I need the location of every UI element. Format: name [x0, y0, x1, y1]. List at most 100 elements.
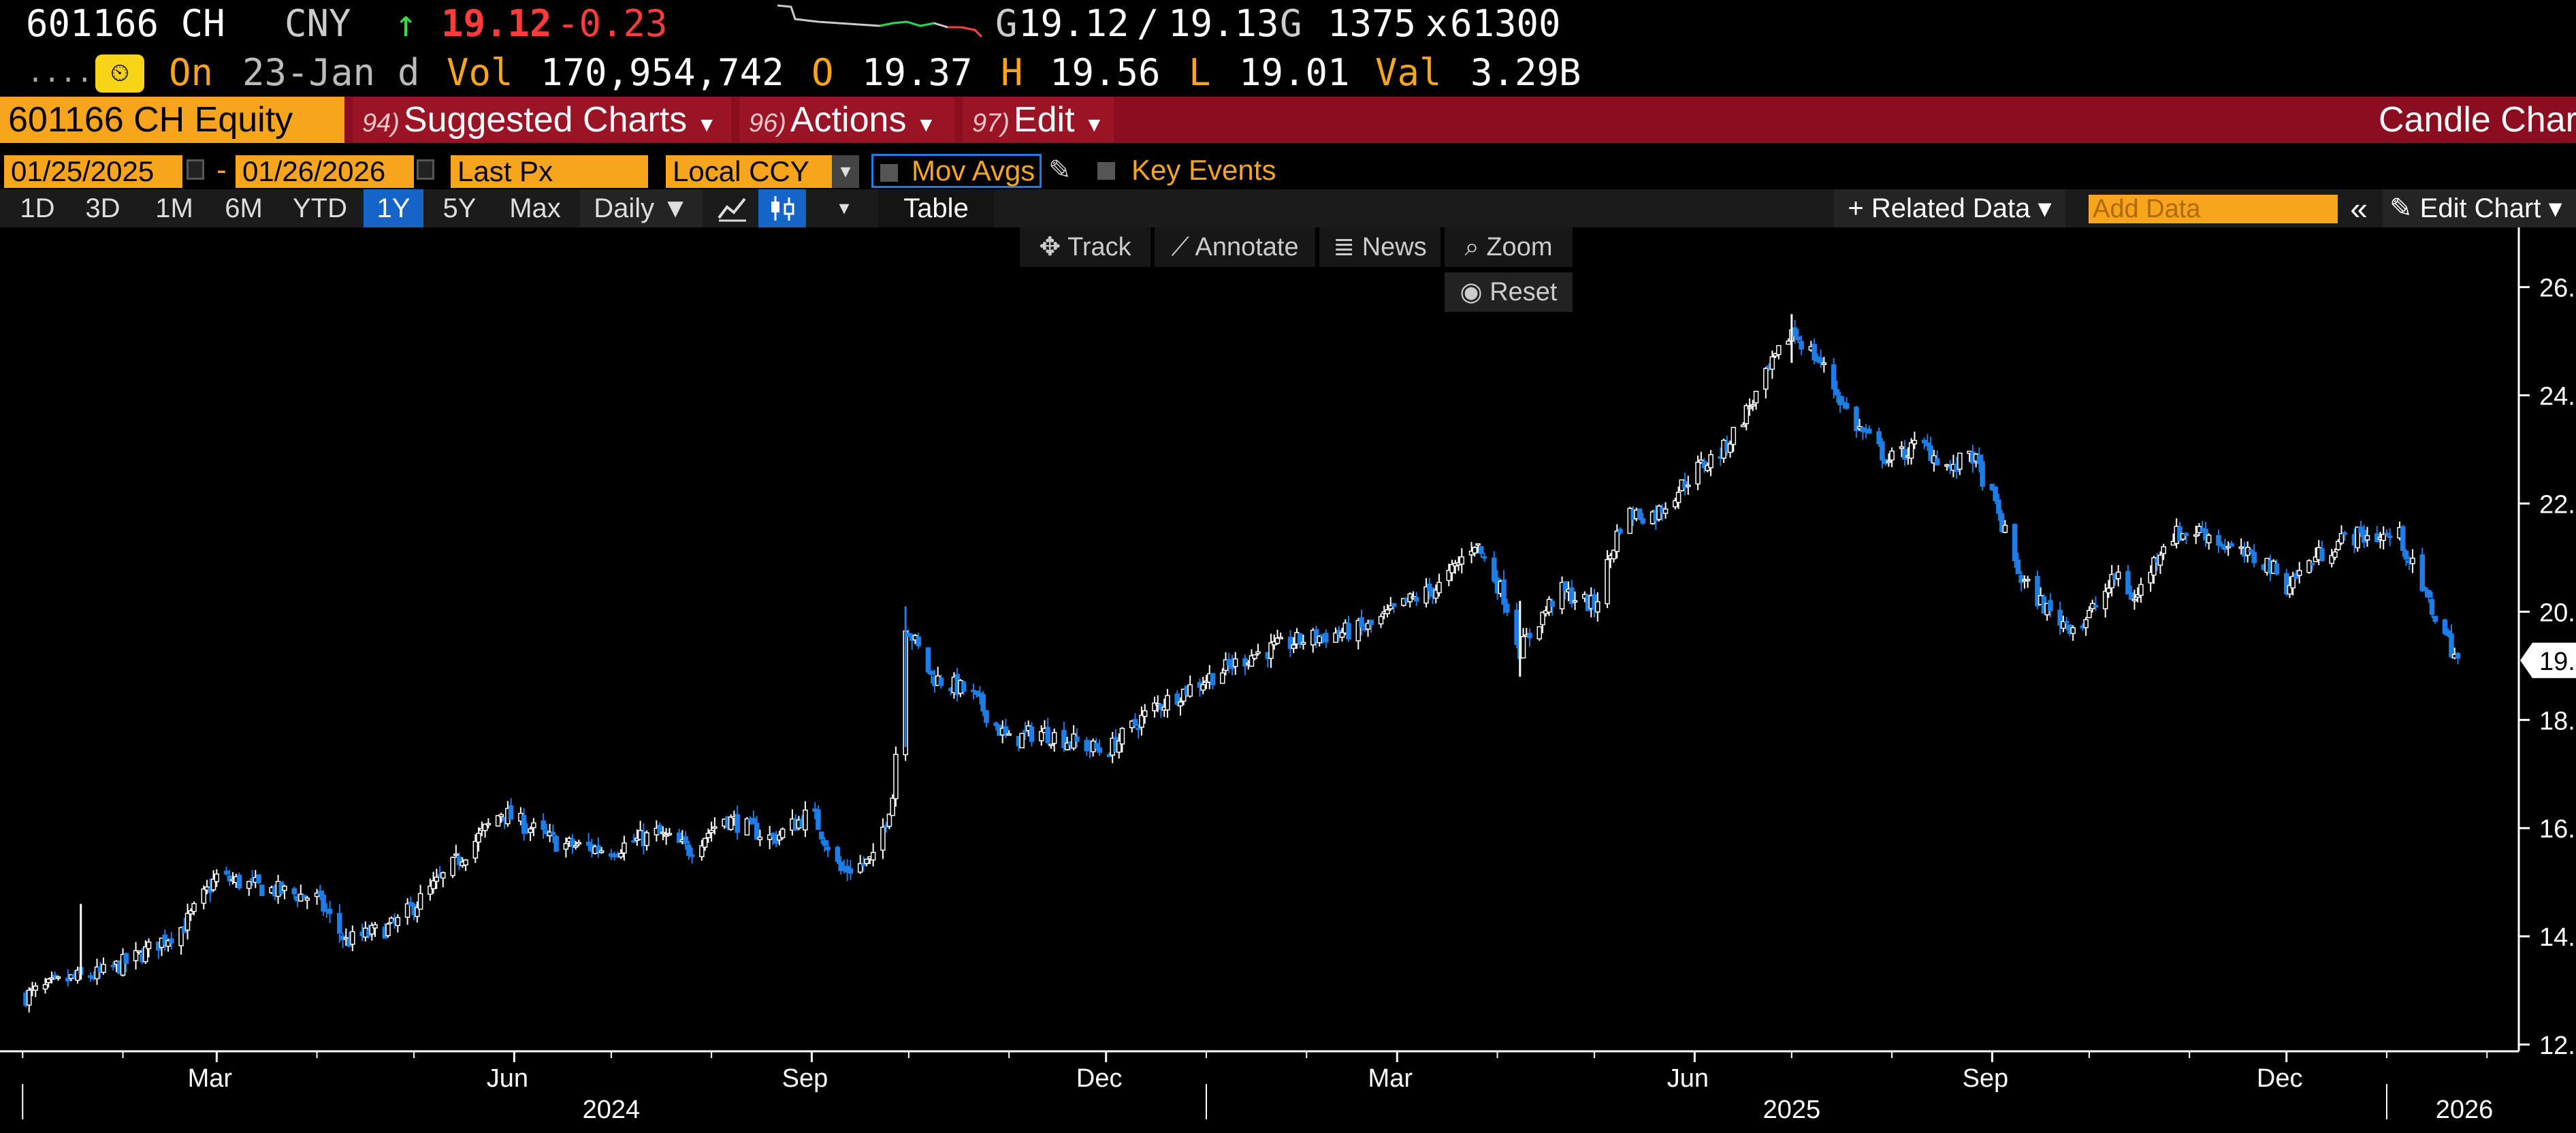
collapse-icon[interactable]: « — [2350, 191, 2368, 226]
candle-body — [1769, 356, 1775, 370]
candle-body — [1346, 622, 1351, 640]
on-label: On — [169, 51, 214, 94]
related-data-button[interactable]: + Related Data ▾ — [1834, 189, 2065, 227]
candle-body — [1831, 364, 1837, 389]
add-data-input[interactable] — [2089, 195, 2338, 223]
candle-body — [1475, 543, 1481, 546]
chart-style-dropdown-icon[interactable]: ▾ — [839, 197, 850, 219]
candle-body — [1006, 733, 1012, 736]
speedometer-icon[interactable]: ⏲ — [95, 54, 144, 93]
range-3d[interactable]: 3D — [85, 193, 120, 223]
candle-body — [256, 874, 261, 884]
candle-body — [389, 917, 394, 923]
edit-menu[interactable]: 97) Edit ▼ — [963, 97, 1114, 143]
candle-body — [838, 861, 843, 872]
candle-body — [2287, 585, 2293, 595]
actions-menu[interactable]: 96) Actions ▼ — [739, 97, 954, 143]
crosshair-icon: ✥ — [1039, 233, 1061, 261]
candle-body — [663, 834, 669, 837]
candlestick-chart[interactable]: 26. 24. 22. 20. 18. 16. 14. 12. 19. Mar Jun Sep Dec… — [0, 227, 2576, 1133]
candle-body — [1313, 629, 1319, 642]
candle-body — [1549, 601, 1556, 607]
currency-select[interactable]: Local CCY — [666, 155, 839, 188]
candle-body — [1675, 492, 1681, 503]
candle-body — [1287, 637, 1293, 650]
candle-body — [2332, 551, 2338, 558]
candle-body — [1136, 727, 1141, 731]
candle-body — [1174, 693, 1180, 705]
candle-body — [2216, 535, 2221, 546]
candle-body — [259, 884, 265, 897]
candle-body — [304, 897, 310, 901]
candle-body — [993, 722, 999, 727]
candle-body — [1097, 747, 1102, 753]
quote-detail: ..... ⏲ On 23-Jan d Vol 170,954,742 O 19… — [0, 49, 2576, 97]
annotate-button[interactable]: ⟋ Annotate — [1155, 227, 1315, 267]
price-field-select[interactable]: Last Px — [451, 155, 648, 188]
calendar-icon[interactable] — [417, 159, 434, 180]
candle-body — [2410, 557, 2415, 564]
edit-chart-button[interactable]: ✎ Edit Chart ▾ — [2383, 189, 2576, 227]
range-5y[interactable]: 5Y — [442, 193, 477, 223]
caret-down-icon: ▼ — [1084, 114, 1105, 136]
track-button[interactable]: ✥ Track — [1020, 227, 1150, 267]
line-chart-icon[interactable] — [712, 189, 753, 227]
table-button[interactable]: Table — [878, 189, 994, 227]
range-6m[interactable]: 6M — [225, 193, 263, 223]
caret-down-icon: ▼ — [696, 114, 717, 136]
range-1m[interactable]: 1M — [155, 193, 193, 223]
candle-chart-icon[interactable] — [758, 189, 806, 227]
key-events-label[interactable]: Key Events — [1131, 154, 1276, 186]
menu-bar: 94) Suggested Charts ▼ 96) Actions ▼ 97) Edit… — [0, 97, 2576, 143]
candle-body — [1291, 644, 1297, 649]
candle-body — [2251, 552, 2257, 564]
checkbox[interactable] — [880, 164, 898, 182]
candle-body — [2219, 544, 2225, 547]
candle-body — [2183, 532, 2189, 537]
candle-body — [1210, 673, 1216, 686]
candle-body — [2274, 563, 2280, 575]
range-1y[interactable]: 1Y — [364, 189, 423, 227]
candle-body — [618, 852, 624, 858]
range-ytd[interactable]: YTD — [293, 193, 347, 223]
candle-body — [33, 985, 39, 991]
candle-body — [2423, 587, 2428, 591]
candle-body — [385, 923, 391, 936]
open-label: O — [811, 51, 834, 94]
news-button[interactable]: ≣ News — [1319, 227, 1440, 267]
candle-body — [1536, 626, 1543, 640]
reset-button[interactable]: ◉ Reset — [1445, 272, 1573, 312]
candle-body — [2419, 554, 2425, 592]
periodicity-select[interactable]: Daily ▼ — [580, 189, 703, 227]
candle-body — [236, 874, 242, 889]
candle-body — [598, 850, 605, 853]
zoom-button[interactable]: ⌕ Zoom — [1445, 227, 1573, 267]
candle-body — [2102, 590, 2108, 609]
end-date-field[interactable]: 01/26/2026 — [236, 155, 414, 188]
currency-label: CNY — [285, 2, 351, 45]
mov-avgs-toggle[interactable]: Mov Avgs — [871, 154, 1042, 188]
candle-body — [1048, 744, 1054, 746]
candle-body — [1701, 460, 1707, 468]
candle-body — [2381, 534, 2386, 541]
suggested-charts-menu[interactable]: 94) Suggested Charts ▼ — [353, 97, 731, 143]
last-price: 19.12 — [441, 2, 552, 45]
x-month-label: Jun — [487, 1064, 528, 1093]
x-year-label: 2025 — [1763, 1096, 1821, 1124]
start-date-field[interactable]: 01/25/2025 — [4, 155, 182, 188]
range-1d[interactable]: 1D — [20, 193, 55, 223]
dropdown-arrow-icon[interactable]: ▾ — [832, 155, 859, 188]
candle-body — [2426, 590, 2432, 598]
pencil-icon[interactable]: ✎ — [1048, 155, 1072, 185]
range-max[interactable]: Max — [509, 193, 561, 223]
candle-body — [1274, 637, 1281, 644]
security-field[interactable]: 601166 CH Equity — [0, 97, 344, 143]
key-events-checkbox[interactable] — [1097, 162, 1115, 180]
y-tick-label: 14. — [2539, 923, 2575, 952]
candle-body — [2403, 550, 2409, 560]
sparkline-icon — [777, 4, 982, 38]
candle-body — [1889, 450, 1895, 461]
candle-body — [94, 966, 100, 980]
calendar-icon[interactable] — [187, 159, 204, 180]
candle-body — [2015, 559, 2021, 574]
